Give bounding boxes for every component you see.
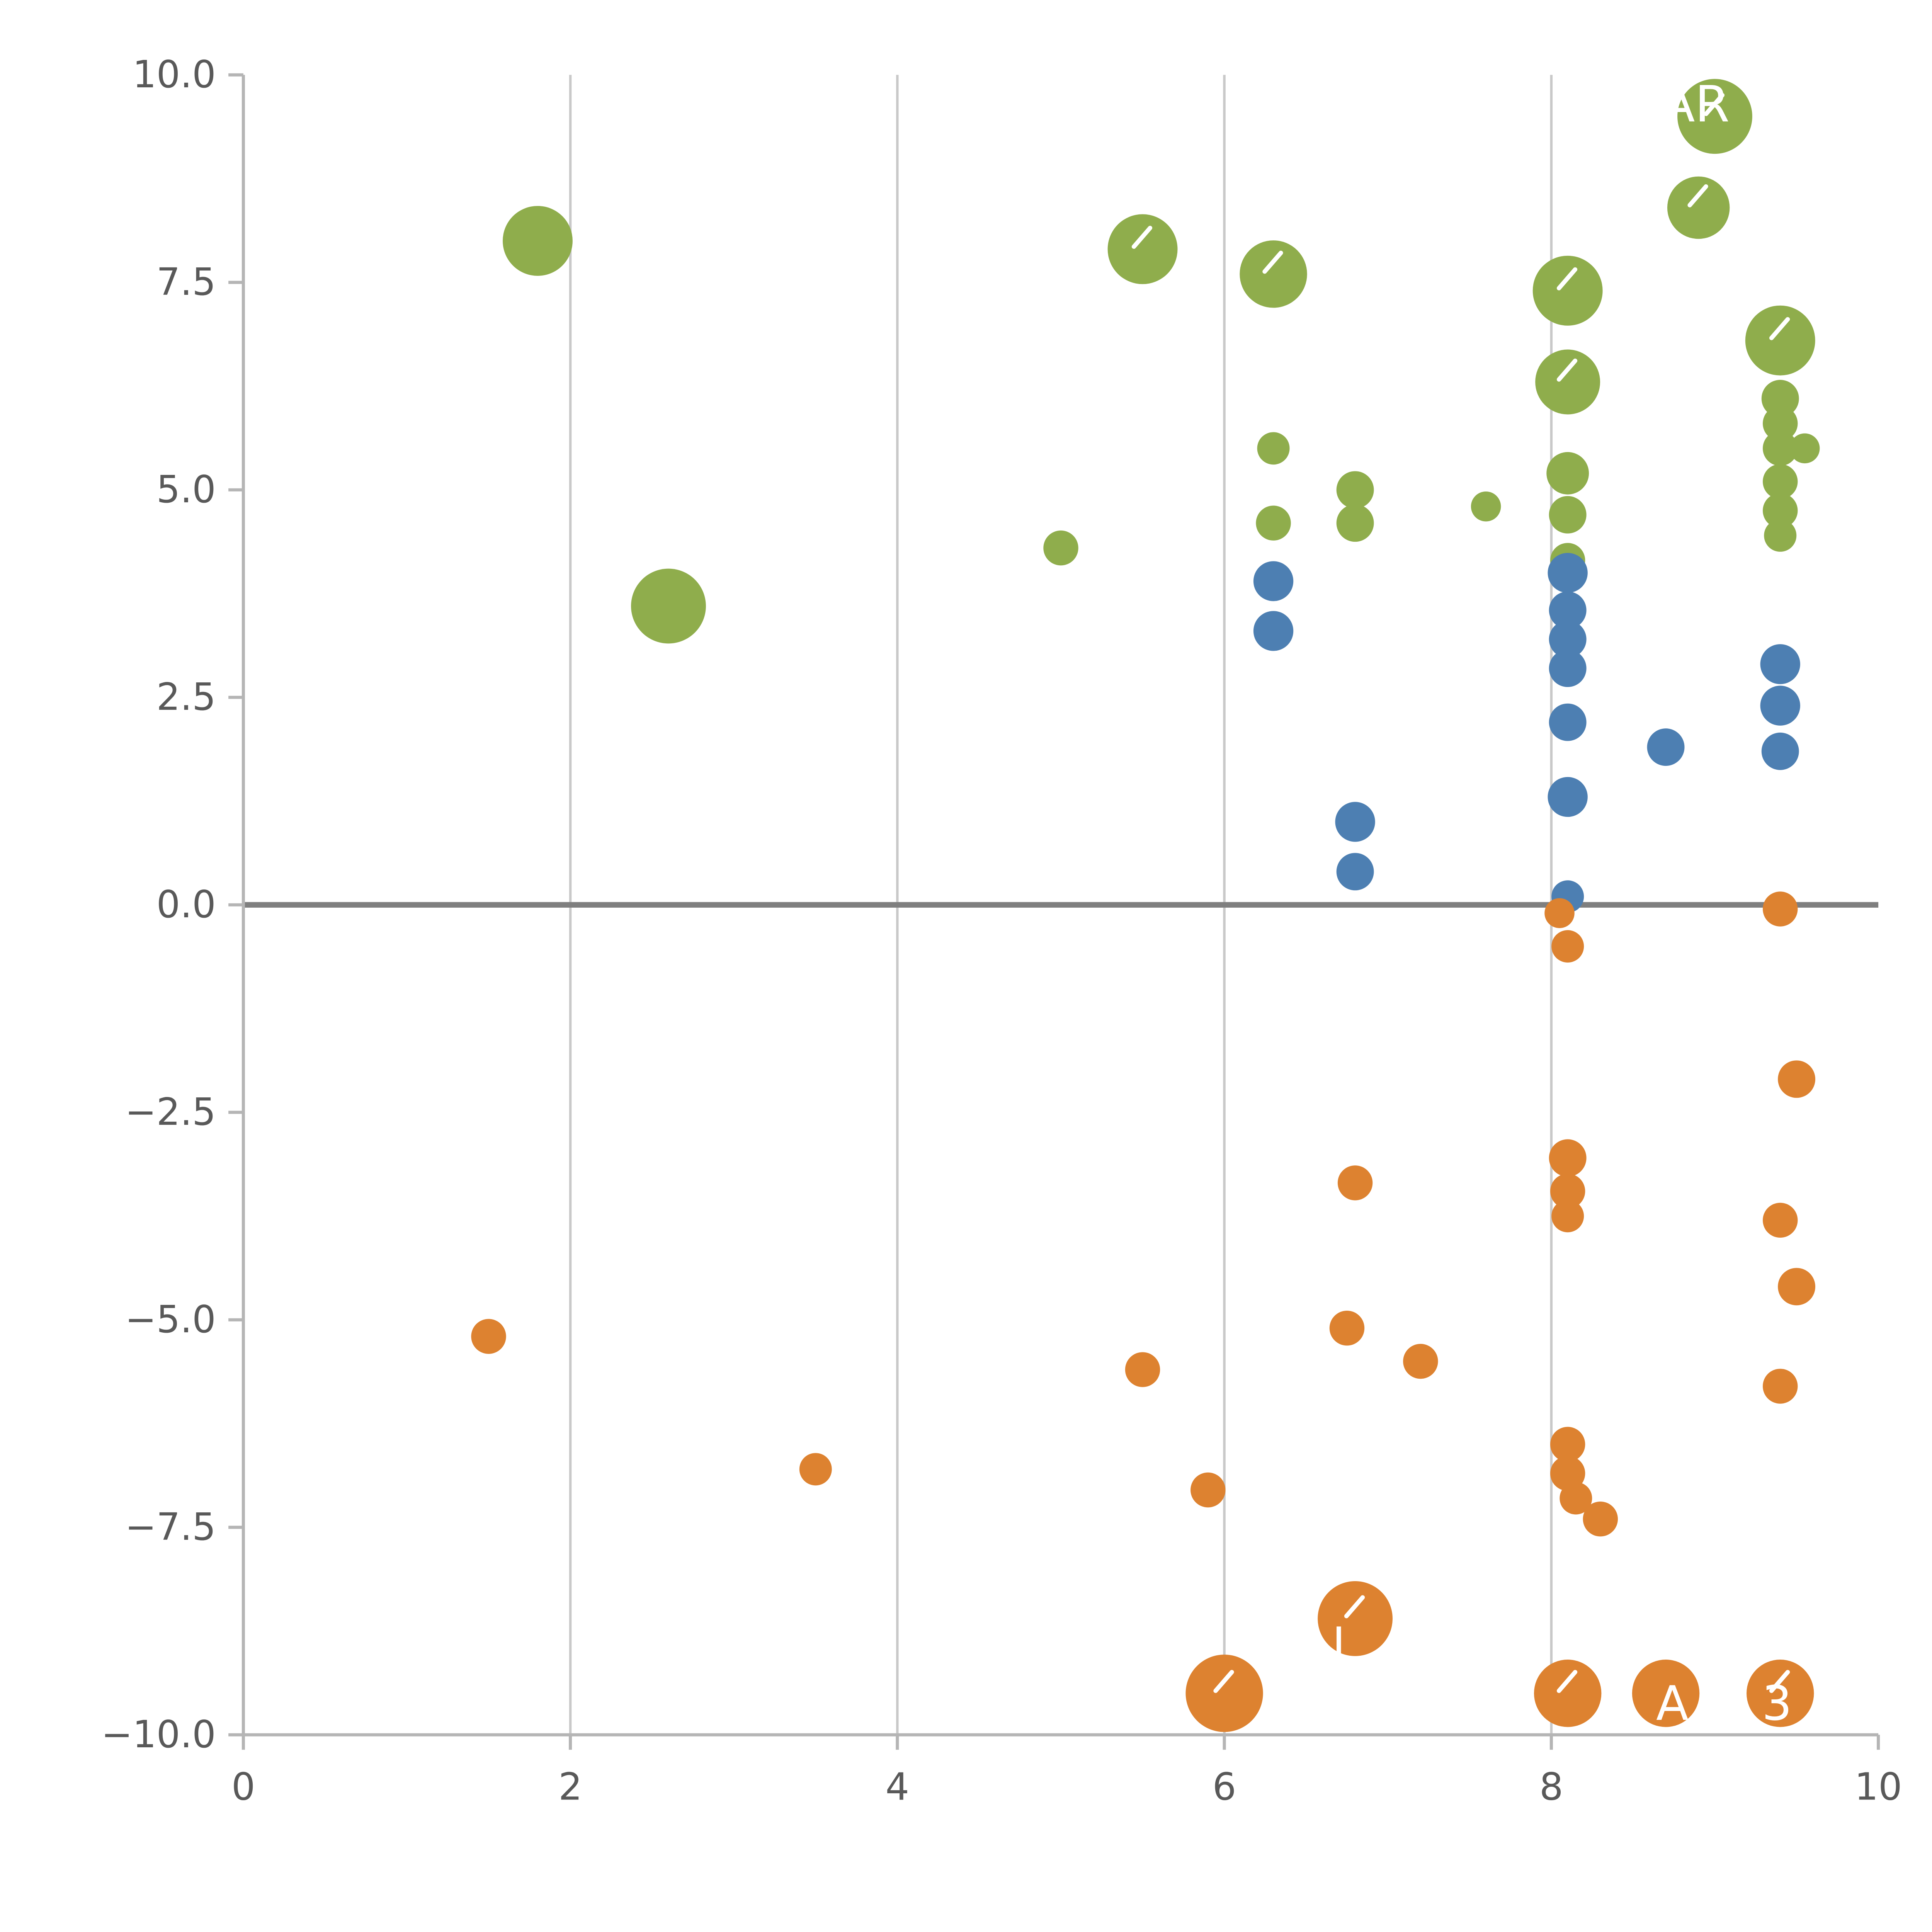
- data-point-green: [1336, 471, 1374, 509]
- data-point-orange: [1549, 1139, 1587, 1177]
- data-point-green: [1535, 349, 1600, 415]
- y-tick-label: 0.0: [156, 883, 216, 926]
- data-point-blue: [1548, 553, 1588, 593]
- data-point-orange: [1763, 1369, 1798, 1404]
- data-point-orange: [1560, 1482, 1592, 1515]
- data-point-orange: [1583, 1501, 1618, 1537]
- bubble-mark: [1769, 317, 1790, 340]
- x-tick-label: 6: [1213, 1765, 1236, 1809]
- data-point-green: [1107, 214, 1178, 284]
- x-tick-label: 8: [1539, 1765, 1563, 1809]
- data-point-orange: [1185, 1655, 1263, 1732]
- point-labels: AR A 3 I: [1332, 75, 1792, 1731]
- y-tick-label: 10.0: [133, 53, 216, 96]
- data-point-blue: [1336, 853, 1374, 891]
- data-point-orange: [1318, 1581, 1393, 1656]
- y-tick-label: 5.0: [156, 468, 216, 511]
- data-point-blue: [1760, 685, 1800, 726]
- data-point-green: [1549, 496, 1587, 534]
- bubble-mark: [1131, 226, 1153, 249]
- y-tick-label: −10.0: [101, 1713, 216, 1756]
- data-point-green: [1761, 380, 1799, 417]
- data-point-orange: [1747, 1660, 1814, 1727]
- data-point-blue: [1549, 703, 1587, 741]
- data-point-green: [1745, 305, 1815, 376]
- data-point-blue: [1253, 611, 1294, 651]
- data-point-blue: [1760, 644, 1800, 684]
- data-point-orange: [1329, 1310, 1365, 1346]
- data-point-blue: [1549, 650, 1587, 687]
- data-point-orange: [1125, 1352, 1160, 1387]
- bubble-mark: [1769, 1670, 1790, 1693]
- data-point-blue: [1761, 732, 1799, 770]
- data-point-orange: [1190, 1472, 1226, 1508]
- data-point-green: [1043, 530, 1078, 566]
- point-label: 3: [1762, 1676, 1792, 1731]
- data-point-green: [1763, 493, 1798, 528]
- y-tick-label: 7.5: [156, 260, 216, 304]
- data-point-orange: [1337, 1165, 1373, 1201]
- data-point-orange: [1763, 1202, 1798, 1238]
- y-tick-label: 2.5: [156, 675, 216, 719]
- bubble-mark: [1687, 184, 1708, 207]
- x-tick-label: 0: [231, 1765, 255, 1809]
- data-point-green: [1471, 491, 1501, 522]
- data-point-orange: [1403, 1344, 1438, 1379]
- data-point-green: [1667, 176, 1730, 239]
- axis-tick-labels: 0 2 4 6 8 10 −10.0 −7.5 −5.0 −2.5 0.0 2.5 5.0 7.5 10.0: [101, 53, 1902, 1809]
- data-point-blue: [1549, 591, 1587, 629]
- axis-ticks: [228, 73, 1880, 1750]
- data-point-orange: [471, 1319, 506, 1354]
- data-point-green: [1256, 505, 1291, 541]
- data-point-green: [1764, 519, 1797, 552]
- data-point-blue: [1549, 620, 1587, 658]
- data-point-orange: [1763, 891, 1798, 927]
- bubble-mark: [1262, 250, 1283, 274]
- data-point-orange: [1534, 1660, 1602, 1727]
- y-tick-label: −5.0: [125, 1298, 216, 1341]
- data-point-green: [1763, 464, 1798, 499]
- y-tick-label: −2.5: [125, 1090, 216, 1134]
- data-point-green: [1677, 79, 1752, 154]
- y-tick-label: −7.5: [125, 1505, 216, 1549]
- data-point-green: [1763, 431, 1798, 466]
- data-point-orange: [1550, 1173, 1585, 1209]
- bubble-mark: [1556, 267, 1578, 291]
- data-point-green: [503, 206, 573, 276]
- bubble-mark: [1556, 1670, 1578, 1693]
- bubble-mark: [1344, 1595, 1365, 1619]
- data-point-green: [1532, 255, 1603, 326]
- data-point-green: [1546, 452, 1589, 495]
- data-point-blue: [1335, 802, 1375, 842]
- data-point-green: [1336, 504, 1374, 542]
- data-point-orange: [799, 1453, 832, 1486]
- data-point-green: [1789, 433, 1820, 464]
- data-point-blue: [1548, 777, 1588, 817]
- x-tick-label: 4: [886, 1765, 910, 1809]
- bubble-mark: [1704, 93, 1725, 116]
- data-point-green: [1763, 406, 1798, 441]
- data-points: [471, 79, 1820, 1732]
- data-point-green: [631, 568, 706, 644]
- data-point-orange: [1544, 898, 1575, 928]
- data-point-orange: [1778, 1060, 1815, 1098]
- data-point-orange: [1551, 1200, 1584, 1233]
- data-point-orange: [1632, 1660, 1700, 1727]
- point-label: A: [1656, 1676, 1689, 1731]
- data-point-orange: [1778, 1268, 1815, 1306]
- point-label: I: [1332, 1618, 1345, 1670]
- data-point-orange: [1551, 930, 1584, 963]
- data-point-blue: [1647, 728, 1685, 766]
- data-point-green: [1240, 240, 1307, 308]
- point-label: AR: [1661, 75, 1730, 133]
- x-tick-label: 2: [558, 1765, 582, 1809]
- x-tick-label: 10: [1854, 1765, 1902, 1809]
- data-point-green: [1257, 432, 1290, 465]
- bubble-mark: [1556, 358, 1578, 382]
- data-point-orange: [1550, 1427, 1585, 1462]
- data-point-blue: [1253, 561, 1294, 601]
- bubble-mark: [1213, 1670, 1234, 1693]
